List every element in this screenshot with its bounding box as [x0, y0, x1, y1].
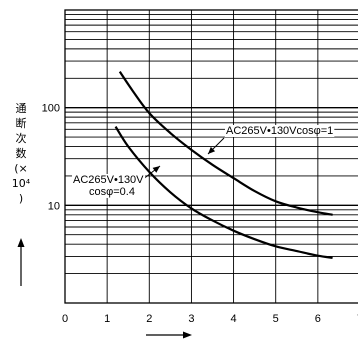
y-axis-arrow [17, 238, 25, 286]
y-axis-label-char: 通 [16, 102, 27, 115]
x-tick-label: 6 [315, 313, 321, 325]
x-tick-label: 3 [188, 313, 194, 325]
series-layer [114, 70, 333, 259]
y-axis-label-char: 断 [16, 116, 27, 130]
annotation-arrowhead [208, 146, 216, 154]
y-axis-label-char: 数 [16, 147, 27, 160]
x-tick-label: 5 [273, 313, 279, 325]
y-tick-label: 10 [48, 200, 60, 212]
annotation-label: AC265V•130V [73, 174, 144, 186]
annotation-label-background [88, 186, 136, 198]
y-axis-label-char: 次 [16, 131, 27, 145]
series-line-2 [114, 126, 333, 259]
annotation-label-background [72, 174, 146, 186]
plot-frame [64, 9, 358, 304]
series-line-1 [118, 70, 333, 216]
x-tick-label: 0 [62, 313, 68, 325]
annotation-label: cosφ=0.4 [89, 186, 135, 198]
annotation-label-background [225, 125, 335, 137]
y-axis-label-char: 10⁴ [12, 177, 31, 190]
tick-labels: 0 1 2 3 4 5 6 7 100 10 [42, 103, 358, 325]
x-tick-label: 1 [104, 313, 110, 325]
annotation-label: AC265V•130Vcosφ=1 [226, 125, 333, 137]
y-axis-label-char: (× [14, 162, 28, 175]
x-tick-label: 7 [357, 313, 358, 325]
y-tick-label: 100 [42, 103, 60, 115]
y-axis-label-char: ) [19, 192, 23, 205]
x-tick-label: 2 [146, 313, 152, 325]
grid-lines [65, 10, 358, 303]
annotation-layer: AC265V•130Vcosφ=1 AC265V•130Vcosφ=0.4 [72, 125, 335, 198]
annotation-arrowhead [152, 166, 160, 173]
x-tick-label: 4 [231, 313, 237, 325]
x-axis-arrow [146, 331, 192, 339]
